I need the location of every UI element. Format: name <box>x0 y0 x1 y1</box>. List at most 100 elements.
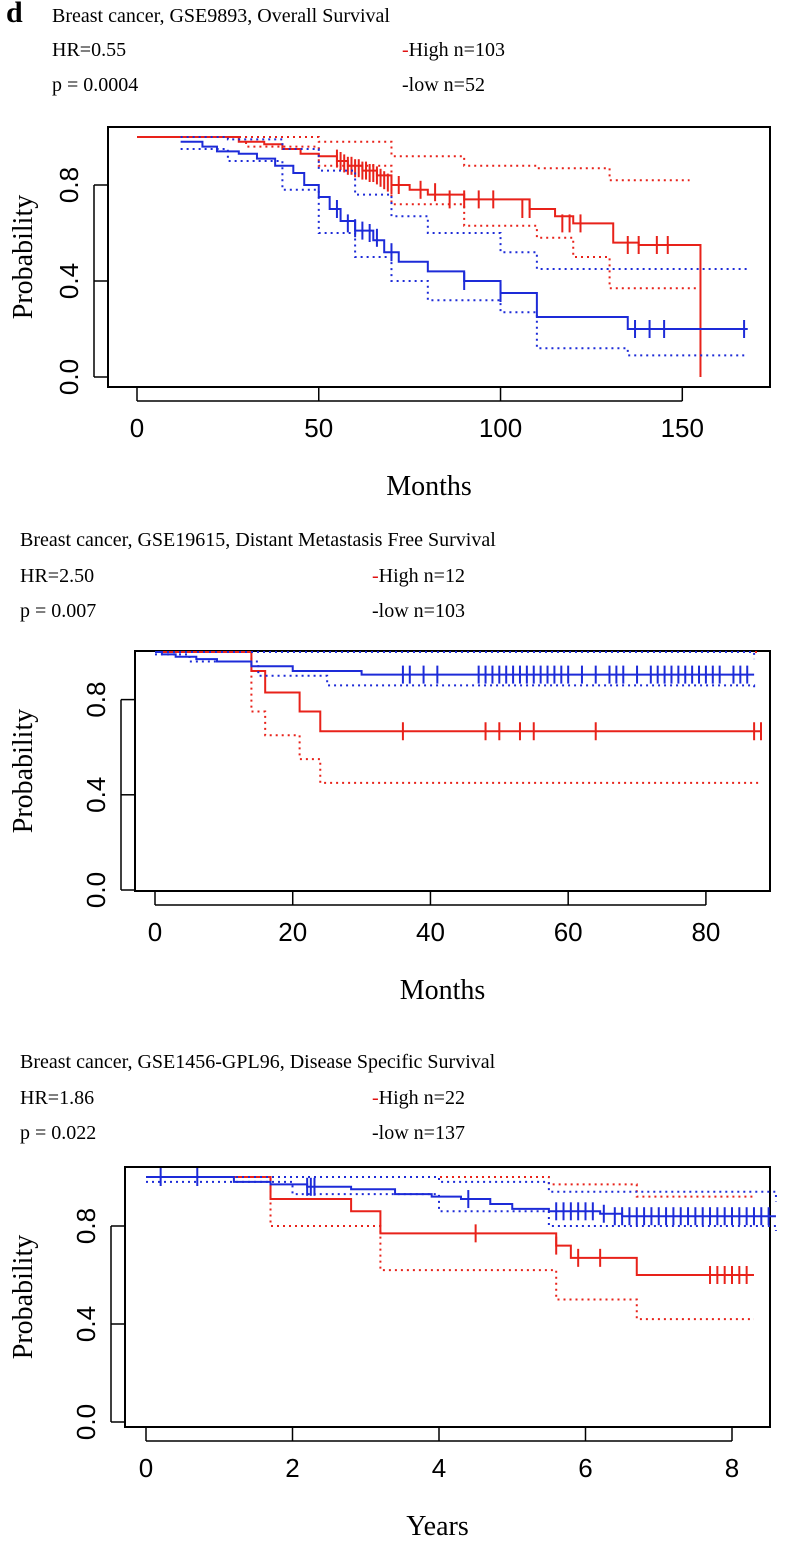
survival-curve <box>146 1176 776 1218</box>
panel-label: d <box>6 0 23 29</box>
x-tick-label: 60 <box>554 917 583 947</box>
x-tick-label: 0 <box>139 1453 153 1483</box>
x-tick-label: 0 <box>130 413 144 443</box>
y-tick: 0.0 <box>71 1404 125 1440</box>
legend-low-label: low n=52 <box>408 74 485 96</box>
series-low <box>155 651 756 688</box>
chart-3: 0 2 4 6 8 0.0 0.4 0.8 Years Probability <box>8 1166 777 1542</box>
chart-2-title: Breast cancer, GSE19615, Distant Metasta… <box>20 529 496 551</box>
chart-2: 0 20 40 60 80 0.0 0.4 0.8 Months Probability <box>8 650 771 1006</box>
ci-upper-line <box>155 651 756 660</box>
x-tick-label: 6 <box>578 1453 592 1483</box>
legend-low-label: low n=103 <box>378 600 465 622</box>
series-low <box>180 136 748 357</box>
ci-lower-line <box>137 136 701 290</box>
x-tick: 40 <box>416 891 445 947</box>
series-high <box>137 136 702 377</box>
y-tick-label: 0.0 <box>54 359 84 395</box>
y-tick-label: 0.8 <box>81 682 111 718</box>
survival-curve <box>180 140 748 330</box>
x-tick: 150 <box>661 387 704 443</box>
y-tick: 0.0 <box>54 359 108 395</box>
y-tick: 0.4 <box>54 263 108 299</box>
series-high <box>155 651 762 784</box>
plot-frame <box>107 126 771 388</box>
legend-dash-low: - <box>372 600 379 622</box>
legend-dash-low: - <box>402 74 409 96</box>
x-tick: 2 <box>285 1427 300 1483</box>
ci-upper-line <box>146 1176 777 1202</box>
y-tick-label: 0.4 <box>71 1306 101 1342</box>
ci-lower-line <box>146 1176 754 1321</box>
y-tick: 0.0 <box>81 872 135 908</box>
x-tick-label: 8 <box>725 1453 739 1483</box>
ci-upper-line <box>137 136 690 182</box>
y-tick-label: 0.8 <box>71 1208 101 1244</box>
legend-high-label: High n=103 <box>408 39 505 61</box>
y-tick-label: 0.0 <box>81 872 111 908</box>
legend-dash-high: - <box>402 39 409 61</box>
y-tick-label: 0.0 <box>71 1404 101 1440</box>
y-axis-title: Probability <box>8 709 39 833</box>
x-tick: 6 <box>578 1427 593 1483</box>
ci-lower-line <box>155 651 761 784</box>
legend-high-label: High n=12 <box>378 565 465 587</box>
x-tick: 0 <box>139 1427 153 1483</box>
ci-lower-line <box>146 1180 777 1231</box>
x-tick: 100 <box>479 387 522 443</box>
x-tick: 0 <box>130 387 144 443</box>
y-tick-label: 0.8 <box>54 167 84 203</box>
chart-1-pvalue: p = 0.0004 <box>52 74 139 96</box>
survival-curve <box>137 136 702 377</box>
series-low <box>146 1168 777 1231</box>
y-tick: 0.8 <box>54 167 108 203</box>
x-tick: 8 <box>725 1427 739 1483</box>
series-high <box>146 1176 754 1321</box>
chart-1-title: Breast cancer, GSE9893, Overall Survival <box>52 5 390 27</box>
chart-2-pvalue: p = 0.007 <box>20 600 97 622</box>
x-tick-label: 80 <box>691 917 720 947</box>
x-tick-label: 100 <box>479 413 522 443</box>
x-tick: 50 <box>304 387 333 443</box>
chart-2-legend-high: -High n=12 <box>372 566 465 586</box>
chart-3-title: Breast cancer, GSE1456-GPL96, Disease Sp… <box>20 1051 496 1073</box>
x-tick: 20 <box>278 891 307 947</box>
chart-2-hr: HR=2.50 <box>20 565 95 587</box>
ci-lower-line <box>180 148 748 357</box>
chart-3-pvalue: p = 0.022 <box>20 1122 97 1144</box>
x-axis-title: Years <box>406 1511 469 1542</box>
x-tick: 0 <box>148 891 162 947</box>
x-tick-label: 0 <box>148 917 162 947</box>
x-tick-label: 50 <box>304 413 333 443</box>
plot-frame <box>124 1166 771 1428</box>
legend-dash-high: - <box>372 1087 379 1109</box>
x-axis-title: Months <box>400 975 486 1006</box>
survival-curve <box>155 651 761 733</box>
legend-dash-high: - <box>372 565 379 587</box>
x-tick: 60 <box>554 891 583 947</box>
plot-frame <box>134 650 771 892</box>
chart-3-legend-high: -High n=22 <box>372 1088 465 1108</box>
legend-low-label: low n=137 <box>378 1122 465 1144</box>
chart-1: 0 50 100 150 0.0 0.4 0.8 Months Probability <box>8 126 771 502</box>
y-tick-label: 0.4 <box>81 777 111 813</box>
ci-upper-line <box>146 1176 754 1198</box>
y-tick-label: 0.4 <box>54 263 84 299</box>
chart-1-legend-high: -High n=103 <box>402 40 505 60</box>
x-tick-label: 150 <box>661 413 704 443</box>
x-tick-label: 2 <box>285 1453 299 1483</box>
y-tick: 0.4 <box>71 1306 125 1342</box>
x-axis-title: Months <box>386 471 472 502</box>
y-tick: 0.4 <box>81 777 135 813</box>
chart-3-legend-low: -low n=137 <box>372 1123 465 1143</box>
survival-curve <box>155 651 755 676</box>
legend-dash-low: - <box>372 1122 379 1144</box>
chart-1-hr: HR=0.55 <box>52 39 127 61</box>
x-tick: 80 <box>691 891 720 947</box>
x-tick-label: 40 <box>416 917 445 947</box>
y-axis-title: Probability <box>8 195 39 319</box>
x-tick-label: 4 <box>432 1453 446 1483</box>
x-tick: 4 <box>432 1427 446 1483</box>
y-axis-title: Probability <box>8 1235 39 1359</box>
